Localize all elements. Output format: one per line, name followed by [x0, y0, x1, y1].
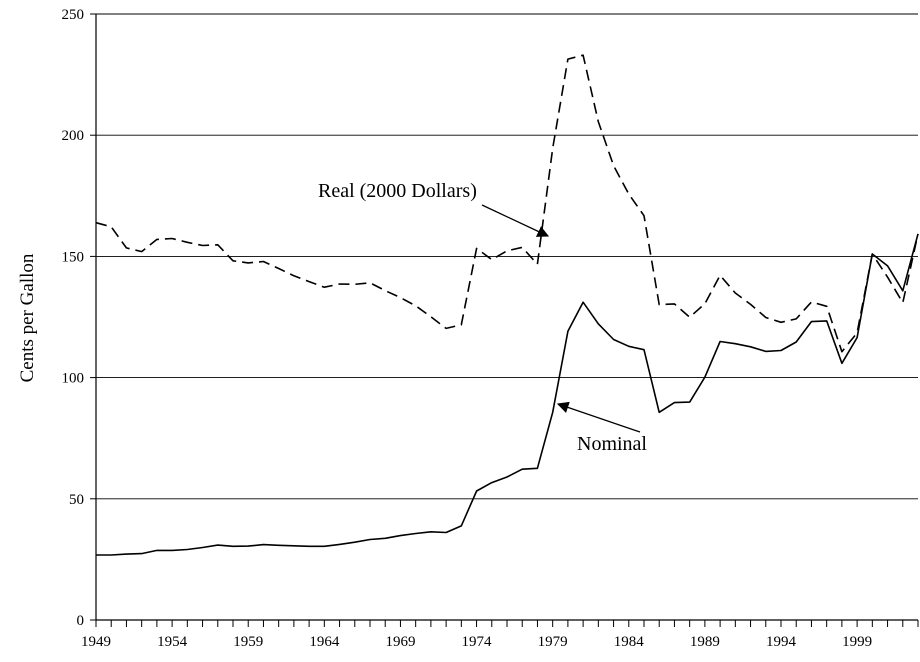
annotation-nominal: Nominal [556, 401, 647, 455]
y-tick-label-200: 200 [62, 128, 85, 144]
annotation-real: Real (2000 Dollars) [318, 180, 550, 237]
series-line-real [95, 54, 919, 353]
x-axis-ticks: 1949 1954 1959 1964 1969 1974 1979 1984 1989 1994… [81, 620, 919, 650]
y-tick-label-150: 150 [62, 249, 85, 265]
series-layer [95, 54, 919, 556]
x-tick-label-1974: 1974 [462, 634, 493, 650]
gridlines [96, 13, 918, 500]
axes [95, 14, 918, 621]
x-tick-label-1994: 1994 [766, 634, 797, 650]
y-axis-ticks: 0 50 100 150 200 250 [62, 7, 96, 629]
y-tick-label-0: 0 [77, 613, 85, 629]
y-tick-label-100: 100 [62, 371, 85, 387]
annotation-nominal-arrow [556, 401, 641, 433]
annotation-real-label: Real (2000 Dollars) [318, 180, 477, 202]
y-tick-label-250: 250 [62, 7, 85, 23]
x-tick-label-1969: 1969 [385, 634, 415, 650]
x-tick-label-1964: 1964 [309, 634, 340, 650]
x-tick-label-1959: 1959 [233, 634, 263, 650]
y-axis-title: Cents per Gallon [17, 253, 38, 382]
x-tick-label-1984: 1984 [614, 634, 645, 650]
x-tick-label-1999: 1999 [842, 634, 872, 650]
x-tick-label-1989: 1989 [690, 634, 720, 650]
annotation-real-arrow [481, 204, 550, 237]
annotation-nominal-label: Nominal [577, 433, 647, 455]
y-tick-label-50: 50 [69, 492, 84, 508]
x-tick-label-1949: 1949 [81, 634, 111, 650]
x-tick-label-1954: 1954 [157, 634, 188, 650]
x-tick-label-1979: 1979 [538, 634, 568, 650]
series-line-nominal [96, 233, 919, 556]
